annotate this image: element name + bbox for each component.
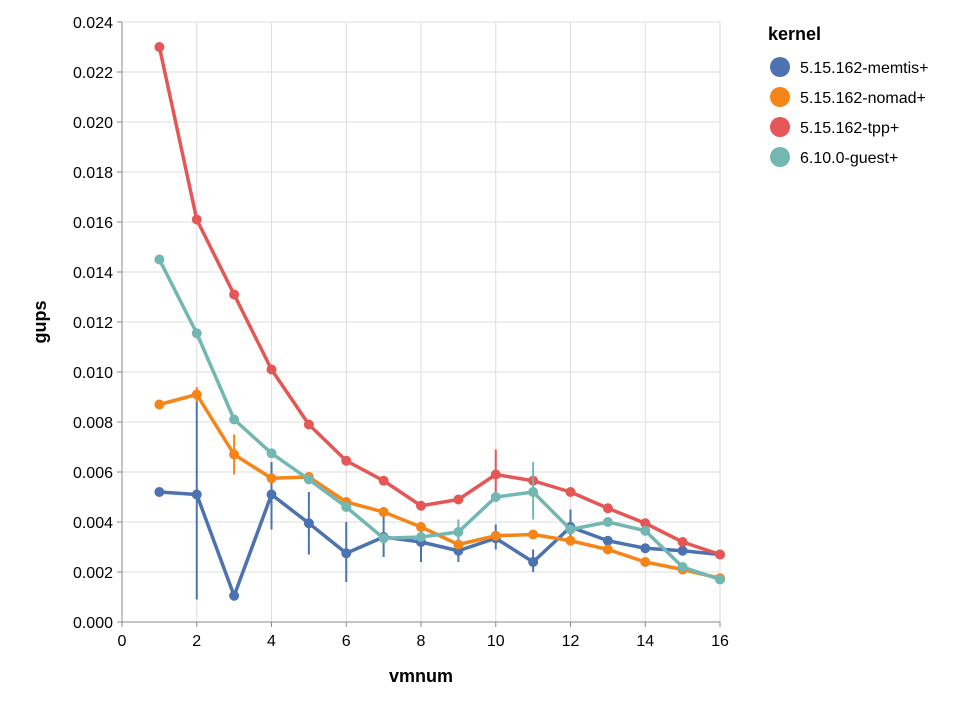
series-line [157, 258, 721, 582]
data-point [640, 557, 651, 567]
data-point [602, 544, 613, 555]
x-tick-label: 4 [267, 633, 276, 650]
data-point [602, 503, 613, 514]
legend-label: 5.15.162-tpp+ [800, 120, 899, 137]
data-point [154, 254, 165, 265]
data-point [490, 469, 501, 480]
data-point [416, 522, 426, 532]
legend-swatch [770, 117, 790, 137]
legend-swatch [770, 147, 790, 167]
data-point [191, 328, 202, 339]
data-point [453, 494, 464, 505]
series-6.10.0-guest+ [154, 254, 725, 585]
legend-swatch [770, 57, 790, 77]
data-point [341, 502, 352, 512]
series-5.15.162-memtis+ [154, 399, 725, 601]
data-point [602, 535, 613, 546]
data-point [303, 518, 314, 529]
data-point [528, 487, 539, 497]
y-tick-label: 0.020 [73, 115, 113, 132]
axes: 0.000 0.002 0.004 0.006 0.008 0.010 0.012 0.014… [30, 15, 729, 686]
data-point [266, 448, 277, 459]
y-tick-label: 0.014 [73, 265, 113, 282]
data-point [453, 539, 464, 550]
data-point [378, 533, 389, 544]
data-point [229, 289, 240, 300]
x-axis-title: vmnum [389, 666, 453, 686]
data-point [490, 492, 501, 502]
data-point [266, 473, 277, 484]
data-point [640, 543, 651, 554]
y-axis-title: gups [30, 301, 50, 344]
x-tick-label: 10 [487, 633, 505, 650]
y-tick-label: 0.002 [73, 565, 113, 582]
data-point [640, 518, 651, 529]
legend-label: 6.10.0-guest+ [800, 150, 898, 167]
legend-label: 5.15.162-nomad+ [800, 90, 926, 107]
legend: kernel 5.15.162-memtis+ 5.15.162-nomad+ 5.1… [768, 24, 929, 167]
legend-swatch [770, 87, 790, 107]
y-tick-label: 0.000 [73, 615, 113, 632]
data-point [154, 42, 165, 52]
y-tick-label: 0.004 [73, 515, 113, 532]
data-point [453, 527, 464, 537]
series [154, 42, 725, 601]
data-point [378, 475, 389, 486]
data-point [341, 548, 352, 559]
data-point [416, 500, 426, 511]
data-point [677, 537, 688, 547]
data-point [378, 507, 389, 517]
data-point [677, 562, 688, 572]
data-point [191, 214, 202, 225]
y-tick-label: 0.016 [73, 215, 113, 232]
x-tick-label: 16 [711, 633, 729, 650]
data-point [303, 419, 314, 430]
series-line [157, 46, 721, 557]
data-point [528, 529, 539, 540]
legend-title: kernel [768, 24, 821, 44]
data-point [229, 449, 240, 460]
data-point [565, 487, 576, 497]
y-tick-label: 0.010 [73, 365, 113, 382]
y-tick-label: 0.022 [73, 65, 113, 82]
data-point [266, 364, 277, 375]
data-point [565, 524, 576, 535]
data-point [565, 535, 576, 546]
x-tick-label: 2 [192, 633, 201, 650]
data-point [677, 545, 688, 556]
legend-label: 5.15.162-memtis+ [800, 60, 929, 77]
data-point [715, 574, 725, 585]
data-point [341, 455, 352, 466]
y-tick-label: 0.008 [73, 415, 113, 432]
y-tick-label: 0.024 [73, 15, 113, 32]
data-point [229, 414, 240, 425]
data-point [715, 549, 725, 560]
data-point [191, 489, 202, 500]
data-point [528, 557, 539, 567]
x-tick-label: 12 [562, 633, 580, 650]
data-point [602, 517, 613, 527]
data-point [229, 590, 240, 601]
data-point [266, 489, 277, 500]
data-point [303, 474, 314, 485]
data-point [154, 487, 165, 497]
data-point [640, 525, 651, 536]
x-tick-label: 8 [417, 633, 426, 650]
data-point [416, 532, 426, 542]
series-5.15.162-tpp+ [154, 42, 725, 560]
y-tick-label: 0.012 [73, 315, 113, 332]
y-tick-label: 0.006 [73, 465, 113, 482]
x-tick-label: 6 [342, 633, 351, 650]
y-tick-label: 0.018 [73, 165, 113, 182]
series-line [159, 490, 721, 598]
data-point [191, 389, 202, 400]
x-tick-label: 14 [636, 633, 654, 650]
data-point [154, 399, 165, 410]
x-tick-label: 0 [118, 633, 127, 650]
series-5.15.162-nomad+ [154, 387, 725, 584]
data-point [490, 530, 501, 541]
